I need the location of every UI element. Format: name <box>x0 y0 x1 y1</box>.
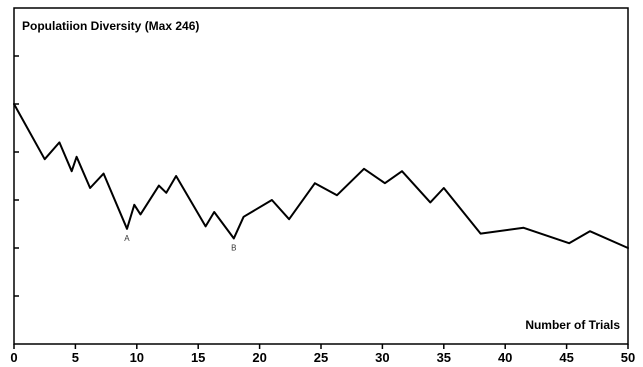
x-axis-title: Number of Trials <box>525 318 620 332</box>
point-annotations: AB <box>124 234 236 253</box>
series-line <box>13 103 629 249</box>
x-tick-label: 0 <box>10 350 17 365</box>
x-axis-tick-labels: 0 5 10 15 20 25 30 35 40 45 50 <box>10 350 635 365</box>
x-tick-label: 10 <box>130 350 144 365</box>
x-tick-label: 35 <box>437 350 451 365</box>
x-tick-label: 15 <box>191 350 205 365</box>
plot-frame <box>13 7 629 345</box>
x-tick-label: 5 <box>72 350 79 365</box>
x-tick-label: 30 <box>375 350 389 365</box>
x-tick-label: 40 <box>498 350 512 365</box>
annotation-label: A <box>124 234 130 243</box>
chart-title: Populatiion Diversity (Max 246) <box>22 19 199 33</box>
x-tick-label: 20 <box>252 350 266 365</box>
x-tick-label: 50 <box>621 350 635 365</box>
annotation-label: B <box>231 243 236 252</box>
x-tick-label: 25 <box>314 350 328 365</box>
x-axis-ticks <box>13 344 629 349</box>
x-tick-label: 45 <box>559 350 573 365</box>
